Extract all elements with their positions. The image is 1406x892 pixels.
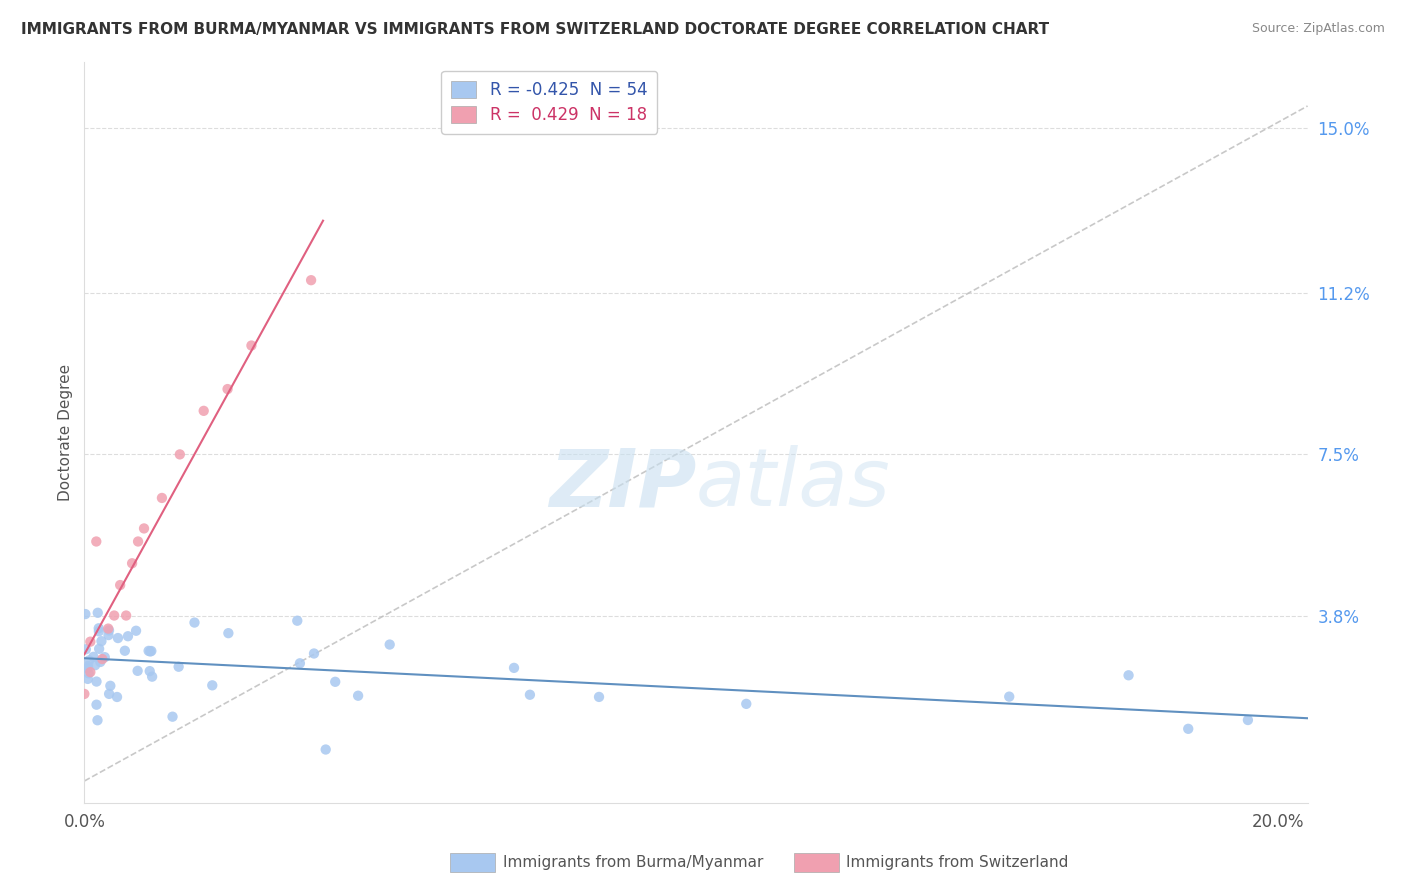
Point: [201, 678, 224, 692]
Point: [98, 679, 121, 693]
Point: [378, 638, 401, 652]
Point: [76, 661, 98, 675]
Point: [86, 698, 108, 712]
Point: [89, 641, 111, 656]
Point: [75, 607, 97, 621]
Point: [84, 658, 107, 673]
Point: [108, 578, 131, 592]
Point: [127, 534, 149, 549]
Point: [217, 626, 239, 640]
Point: [87, 624, 110, 639]
Point: [73, 687, 96, 701]
Point: [91, 652, 114, 666]
Point: [347, 689, 370, 703]
Point: [103, 608, 125, 623]
Point: [75, 642, 97, 657]
Text: Immigrants from Burma/Myanmar: Immigrants from Burma/Myanmar: [503, 855, 763, 870]
Point: [150, 491, 173, 505]
Point: [162, 709, 184, 723]
Point: [503, 661, 526, 675]
Text: Source: ZipAtlas.com: Source: ZipAtlas.com: [1251, 22, 1385, 36]
Point: [302, 647, 325, 661]
Point: [1118, 668, 1140, 682]
Text: Immigrants from Switzerland: Immigrants from Switzerland: [846, 855, 1069, 870]
Point: [193, 404, 215, 418]
Point: [323, 674, 346, 689]
Point: [217, 382, 239, 396]
Point: [1177, 722, 1199, 736]
Point: [138, 644, 160, 658]
Point: [588, 690, 610, 704]
Point: [90, 634, 112, 648]
Point: [115, 608, 138, 623]
Point: [77, 653, 100, 667]
Point: [77, 659, 100, 673]
Point: [82, 649, 104, 664]
Point: [299, 273, 322, 287]
Point: [86, 713, 108, 727]
Point: [125, 624, 148, 638]
Text: atlas: atlas: [696, 445, 891, 524]
Point: [98, 687, 121, 701]
Point: [141, 644, 163, 658]
Point: [76, 672, 98, 686]
Point: [1237, 713, 1260, 727]
Point: [167, 659, 190, 673]
Point: [288, 657, 311, 671]
Point: [84, 534, 107, 549]
Point: [285, 614, 308, 628]
Point: [98, 624, 121, 638]
Point: [79, 665, 101, 680]
Point: [86, 674, 108, 689]
Point: [94, 650, 117, 665]
Point: [117, 629, 139, 643]
Point: [89, 655, 111, 669]
Point: [519, 688, 541, 702]
Point: [315, 742, 337, 756]
Point: [97, 628, 120, 642]
Point: [139, 644, 162, 658]
Legend: R = -0.425  N = 54, R =  0.429  N = 18: R = -0.425 N = 54, R = 0.429 N = 18: [441, 70, 657, 134]
Text: IMMIGRANTS FROM BURMA/MYANMAR VS IMMIGRANTS FROM SWITZERLAND DOCTORATE DEGREE CO: IMMIGRANTS FROM BURMA/MYANMAR VS IMMIGRA…: [21, 22, 1049, 37]
Point: [998, 690, 1021, 704]
Point: [114, 644, 136, 658]
Point: [87, 606, 110, 620]
Point: [121, 556, 143, 570]
Point: [77, 666, 100, 681]
Point: [183, 615, 205, 630]
Point: [97, 622, 120, 636]
Point: [87, 621, 110, 635]
Point: [141, 670, 163, 684]
Y-axis label: Doctorate Degree: Doctorate Degree: [58, 364, 73, 501]
Point: [79, 634, 101, 648]
Point: [169, 447, 191, 461]
Point: [735, 697, 758, 711]
Point: [107, 631, 129, 645]
Point: [132, 521, 155, 535]
Point: [105, 690, 128, 704]
Point: [127, 664, 149, 678]
Point: [138, 664, 160, 678]
Point: [240, 338, 263, 352]
Text: ZIP: ZIP: [548, 445, 696, 524]
